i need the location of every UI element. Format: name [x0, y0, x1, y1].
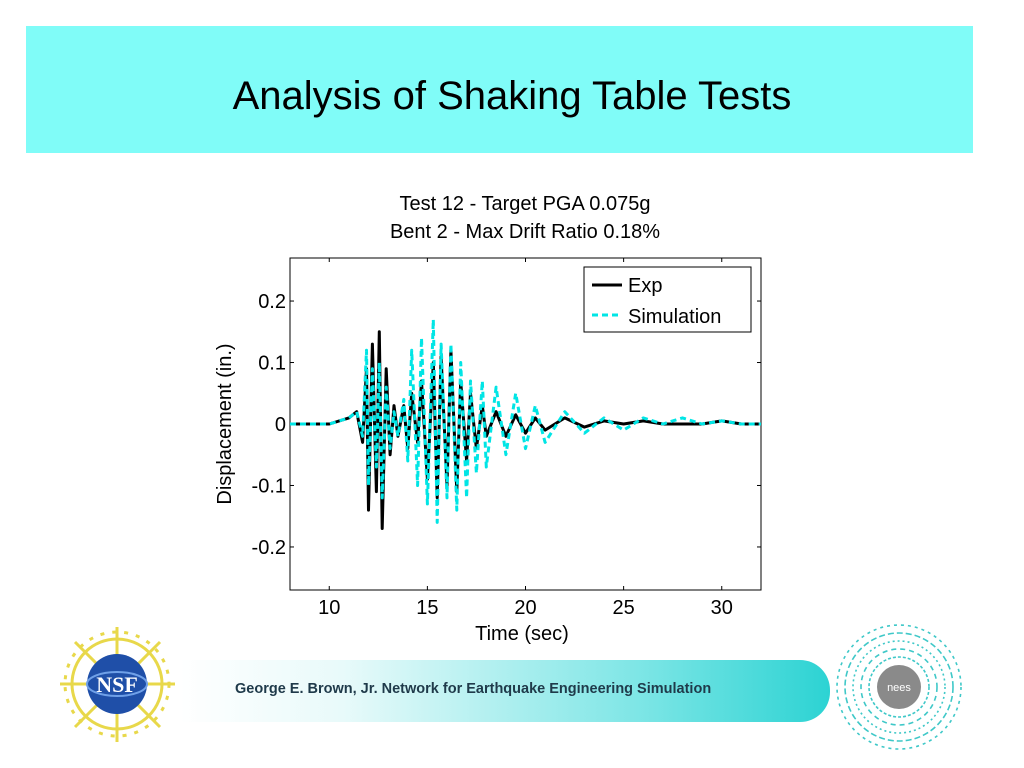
y-tick-label: 0: [275, 414, 286, 436]
x-tick-label: 25: [613, 597, 635, 619]
legend-label-exp: Exp: [628, 275, 662, 297]
x-axis-label: Time (sec): [475, 623, 569, 645]
nsf-logo-text: NSF: [96, 672, 138, 697]
chart-title-line2: Bent 2 - Max Drift Ratio 0.18%: [390, 221, 660, 243]
x-tick-label: 15: [416, 597, 438, 619]
slide-title: Analysis of Shaking Table Tests: [232, 74, 792, 118]
y-tick-label: 0.1: [258, 353, 286, 375]
y-tick-label: -0.2: [252, 537, 286, 559]
y-axis: -0.2 -0.1 0 0.1 0.2: [252, 291, 761, 559]
x-tick-label: 10: [318, 597, 340, 619]
nees-logo-text: nees: [887, 682, 911, 694]
footer-text: George E. Brown, Jr. Network for Earthqu…: [235, 681, 712, 697]
series-line-simulation: [290, 318, 761, 524]
x-axis: 10 15 20 25 30: [318, 258, 733, 619]
y-tick-label: -0.1: [252, 475, 286, 497]
title-band: [26, 26, 973, 153]
nees-logo: nees: [836, 624, 962, 750]
nsf-logo: NSF: [60, 627, 175, 742]
x-tick-label: 20: [514, 597, 536, 619]
chart-title-line1: Test 12 - Target PGA 0.075g: [400, 193, 651, 215]
legend-label-simulation: Simulation: [628, 306, 721, 328]
y-axis-label: Displacement (in.): [214, 343, 236, 504]
y-tick-label: 0.2: [258, 291, 286, 313]
series-line-exp: [290, 330, 761, 530]
legend: Exp Simulation: [583, 266, 752, 333]
x-tick-label: 30: [711, 597, 733, 619]
footer-band: [180, 660, 830, 722]
legend-box: [583, 266, 752, 333]
series-layer: [290, 318, 761, 530]
